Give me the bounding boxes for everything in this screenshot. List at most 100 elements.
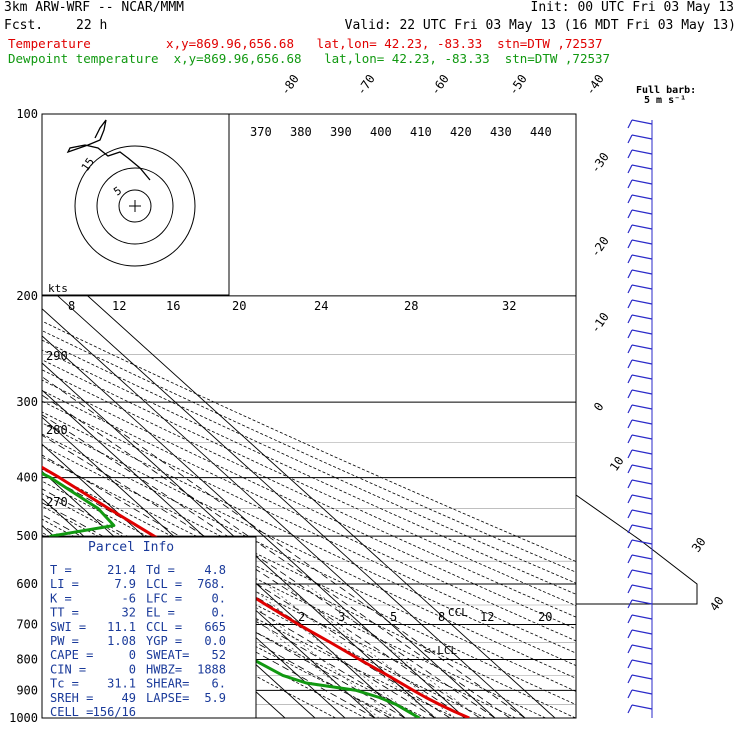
pressure-tick-label: 600 [16,577,38,591]
wind-barb-flag [627,239,633,249]
wind-barb-flag [627,254,633,264]
dry-adiabat-line [42,422,576,679]
isentrope-tick-label: 440 [530,125,552,139]
wind-barb-flag [627,224,633,234]
wind-barb-flag [627,164,633,174]
wind-barb [631,479,653,485]
parcel-row-value: 768. [197,577,226,591]
wind-barb-flag [627,479,633,489]
wind-barb-flag [627,284,633,294]
parcel-info-box [41,536,257,719]
wind-barb-flag [627,329,633,339]
wind-barb [631,524,653,530]
mixing-ratio-line [305,583,480,718]
pressure-tick-label: 1000 [9,711,38,725]
wind-barb [631,284,653,290]
wind-barb [631,389,653,395]
barb-frame-line [575,494,698,605]
wind-barb-flag [627,599,633,609]
isentrope-tick-label: 430 [490,125,512,139]
moist-adiabat-line [42,488,436,718]
barb-key-value: 5 m s⁻¹ [644,95,686,106]
wind-barb-flag [627,149,633,159]
parcel-row-label: HWBZ= [146,662,182,676]
isotherm-tick-label: -70 [354,72,378,98]
wind-barb-flag [627,449,633,459]
parcel-row-label: T = [50,563,72,577]
wind-barb [631,239,653,245]
wind-barb-flag [627,179,633,189]
parcel-row-label: TT = [50,606,79,620]
hodograph-ring [74,145,196,267]
parcel-row-value: 5.9 [204,691,226,705]
wind-barb [631,464,653,470]
ccl-marker: CCL [448,606,468,619]
isotherm-tick-label: -80 [278,72,302,98]
mixing-ratio-tick-label: 3 [338,610,345,624]
mixing-ratio-tick-label: 8 [68,299,75,313]
wind-barb-flag [627,374,633,384]
wind-barb-flag [627,299,633,309]
wind-barb-flag [627,359,633,369]
wind-barb [631,179,653,185]
wind-barb [631,404,653,410]
wind-barb-flag [627,404,633,414]
parcel-row-value: 0 [129,662,136,676]
wind-barb-flag [627,269,633,279]
wind-barb-flag [627,689,633,699]
parcel-row-label: CELL = [50,705,93,719]
pressure-tick-label: 200 [16,289,38,303]
wind-barb-flag [627,134,633,144]
isentrope-tick-label: 380 [290,125,312,139]
wind-barb [631,314,653,320]
parcel-row-value: 49 [122,691,136,705]
isotherm-tick-label: 10 [607,454,627,474]
temperature-line [42,465,470,718]
parcel-row-value: 0.0 [204,634,226,648]
parcel-row-label: SHEAR= [146,677,189,691]
isotherm-line [0,114,15,718]
isentrope-tick-label: 390 [330,125,352,139]
mixing-ratio-tick-label: 2 [298,610,305,624]
dry-adiabat-line [42,400,576,654]
hodograph-trace [66,119,151,181]
parcel-row-label: Tc = [50,677,79,691]
mixing-ratio-tick-label: 16 [166,299,180,313]
wind-barb-flag [627,344,633,354]
wind-barb [631,629,653,635]
dry-adiabat-line [42,518,426,718]
parcel-row-value: 7.9 [114,577,136,591]
parcel-row-value: 0. [212,606,226,620]
dry-adiabat-line [42,339,576,584]
wind-barb [631,569,653,575]
pressure-tick-label: 700 [16,617,38,631]
parcel-row-label: SWI = [50,620,86,634]
wind-barb [631,644,653,650]
mixing-ratio-tick-label: 32 [502,299,516,313]
mixing-ratio-tick-label: 12 [480,610,494,624]
wind-barb-flag [627,674,633,684]
mixing-ratio-tick-label: 8 [438,610,445,624]
mixing-ratio-tick-label: 28 [404,299,418,313]
wind-barb-flag [627,494,633,504]
wind-barb [631,554,653,560]
isotherm-tick-label: -30 [588,150,612,176]
parcel-row-label: YGP = [146,634,182,648]
wind-barb [631,209,653,215]
wind-barb [631,494,653,500]
wind-barb-flag [627,584,633,594]
moist-adiabat-line [42,454,466,718]
wind-barb [631,224,653,230]
isentrope-tick-label: 400 [370,125,392,139]
isotherm-line [42,416,376,718]
wind-barb-flag [627,209,633,219]
mixing-ratio-line [226,583,396,718]
parcel-info-panel: Parcel Info T = 21.4 Td = 4.8 LI = 7.9 LCL = 768… [41,536,257,719]
temperature-legend: Temperature x,y=869.96,656.68 lat,lon= 4… [8,36,603,51]
wind-barb-flag [627,119,633,129]
wind-barb-flag [627,629,633,639]
isotherm-tick-label: 0 [591,400,607,414]
isotherm-tick-label: 40 [707,594,727,614]
parcel-row-value: 156/16 [93,705,136,719]
isotherm-tick-label: 30 [689,535,709,555]
